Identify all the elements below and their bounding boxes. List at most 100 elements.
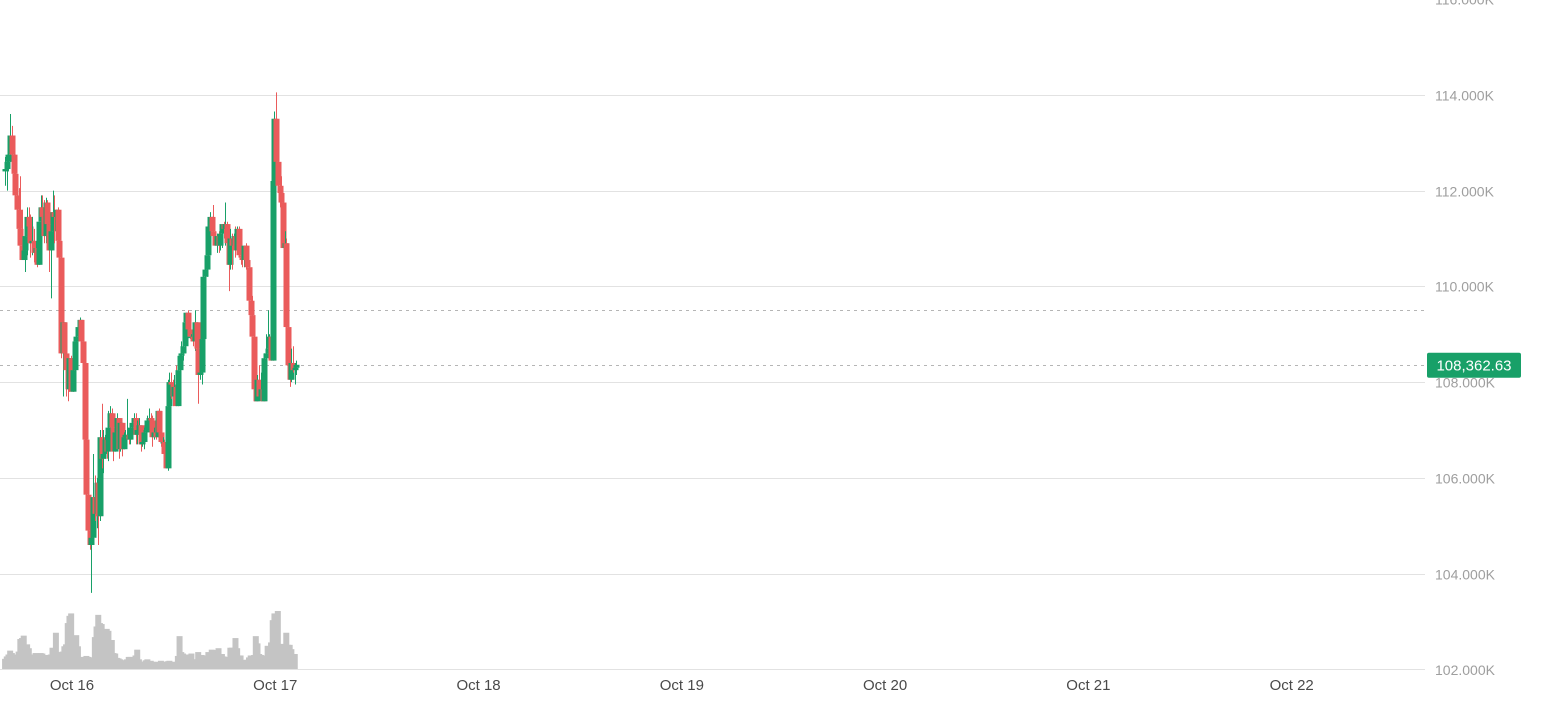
candle-body (246, 267, 253, 301)
y-tick-label: 110.000K (1435, 279, 1495, 295)
candle-body (158, 432, 165, 443)
candle-body (261, 358, 268, 402)
candle-body (227, 238, 234, 265)
candle-up (199, 336, 206, 385)
candle-body (31, 240, 38, 253)
candle-body (72, 341, 79, 371)
candle-body (285, 327, 292, 366)
current-price-badge (1427, 352, 1521, 378)
candle-body (39, 207, 46, 217)
candle-body (26, 216, 33, 227)
candle-body (210, 231, 217, 237)
candle-body (14, 195, 21, 210)
candle-body (217, 233, 224, 246)
candle-body (83, 439, 90, 495)
candle-body (270, 180, 277, 361)
candle-body (165, 406, 172, 469)
candle-body (121, 437, 128, 450)
candle-body (21, 250, 28, 261)
candle-body (16, 209, 23, 229)
current-price-tag: 108,362.63 (1427, 352, 1521, 378)
candle-up (88, 528, 95, 593)
candle-body (204, 255, 211, 270)
candle-down (78, 319, 85, 342)
candle-body (248, 300, 255, 316)
candle-down (82, 360, 89, 445)
candle-body (236, 228, 243, 256)
candle-down (280, 195, 287, 249)
candle-body (56, 240, 63, 258)
candle-down (80, 341, 87, 363)
candle-body (244, 260, 251, 268)
candle-up (36, 221, 43, 265)
candle-body (82, 362, 89, 440)
candle-down (17, 176, 24, 246)
candle-up (270, 176, 277, 361)
candle-body (88, 537, 95, 545)
candle-body (275, 161, 282, 186)
candle-down (187, 324, 194, 340)
candle-body (180, 346, 187, 354)
candle-body (256, 379, 263, 397)
candle-body (277, 185, 284, 193)
candle-up (72, 341, 79, 383)
candle-body (202, 269, 209, 277)
x-tick-label: Oct 21 (1066, 677, 1110, 694)
candle-up (204, 255, 211, 277)
volume-bar (201, 655, 208, 669)
candle-body (278, 192, 285, 203)
candle-body (143, 430, 150, 433)
candle-body (70, 370, 77, 392)
candle-body (293, 364, 300, 368)
candle-body (50, 212, 57, 232)
candle-down (248, 291, 255, 316)
candle-body (4, 161, 11, 170)
candle-up (175, 370, 182, 407)
y-tick-label: 108.000K (1435, 375, 1496, 391)
candle-up (70, 367, 77, 392)
candle-up (177, 353, 184, 375)
candle-down (185, 310, 192, 332)
candle-body (161, 442, 168, 454)
candle-down (12, 154, 19, 198)
candle-up (166, 372, 173, 419)
candle-up (200, 274, 207, 344)
volume-bar (274, 611, 281, 669)
candle-body (12, 173, 19, 196)
candle-down (194, 322, 201, 352)
candle-body (11, 154, 18, 174)
candle-down (285, 310, 292, 368)
candle-body (292, 367, 299, 371)
candle-down (27, 214, 34, 258)
candle-body (251, 336, 258, 390)
candle-body (283, 243, 290, 328)
candle-body (166, 382, 173, 407)
candle-body (168, 382, 175, 385)
candle-body (48, 231, 55, 251)
candle-body (73, 336, 80, 342)
candle-body (58, 257, 65, 354)
volume-bar (52, 632, 59, 669)
candle-body (2, 169, 9, 172)
x-tick-label: Oct 19 (660, 677, 704, 694)
candle-up (293, 360, 300, 375)
candle-body (90, 497, 97, 538)
candle-body (199, 339, 206, 373)
candle-up (261, 353, 268, 402)
candle-body (178, 353, 185, 356)
candle-body (80, 341, 87, 363)
candle-body (249, 315, 256, 337)
candle-down (246, 262, 253, 301)
candle-body (134, 430, 141, 435)
candle-body (85, 494, 92, 531)
x-tick-label: Oct 16 (50, 677, 94, 694)
candle-body (17, 228, 24, 246)
volume-bar (98, 624, 105, 669)
candle-down (273, 92, 280, 172)
candle-body (224, 224, 231, 244)
candle-body (187, 329, 194, 337)
candle-body (105, 427, 112, 452)
x-tick-label: Oct 22 (1270, 677, 1314, 694)
candle-body (141, 432, 148, 443)
candle-body (194, 322, 201, 349)
